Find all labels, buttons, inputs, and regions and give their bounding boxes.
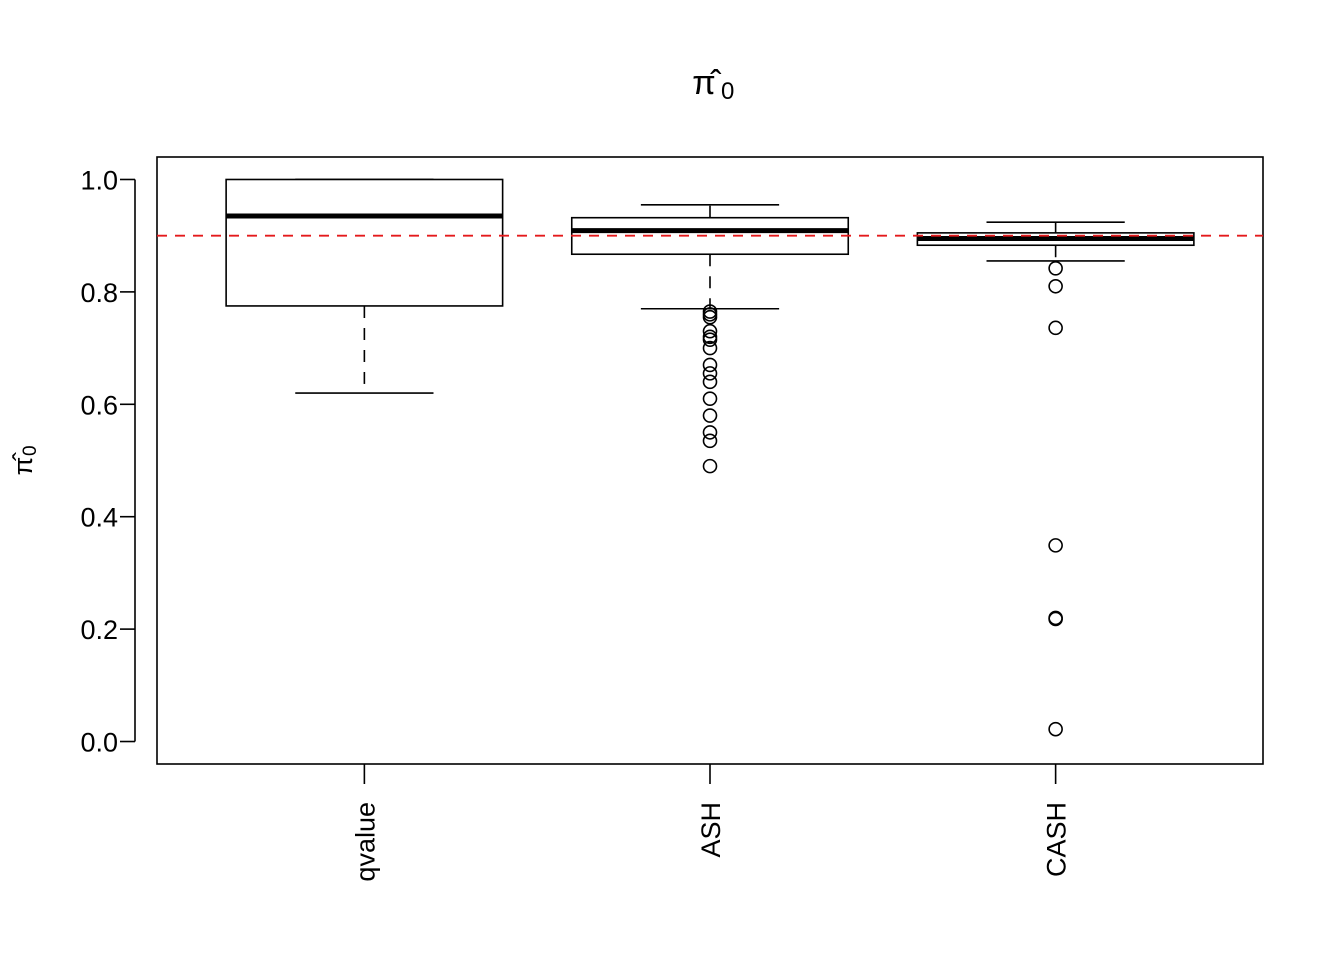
outlier-point — [702, 408, 718, 423]
x-tick-label: CASH — [1042, 802, 1072, 877]
x-tick-label: qvalue — [350, 802, 380, 882]
boxes-layer — [225, 178, 1195, 737]
x-axis: qvalue ASH CASH — [350, 764, 1072, 882]
y-tick-label: 0.8 — [80, 278, 118, 308]
y-axis: 0.0 0.2 0.4 0.6 0.8 1.0 — [80, 165, 136, 758]
outlier-point — [1048, 721, 1063, 737]
outlier-point — [1048, 538, 1063, 553]
outlier-point — [702, 332, 718, 347]
interquartile-box — [225, 178, 504, 307]
chart-title-subscript: 0 — [721, 78, 734, 105]
box-cash — [916, 221, 1195, 737]
outlier-point — [702, 458, 718, 474]
outlier-point — [702, 425, 718, 440]
outlier-point — [702, 391, 718, 406]
outlier-point — [1048, 320, 1063, 336]
x-tick-label: ASH — [696, 802, 726, 858]
y-tick-label: 1.0 — [80, 165, 118, 195]
y-axis-label-symbol: π̂ — [8, 452, 38, 476]
outlier-point — [702, 366, 718, 381]
outlier-point — [702, 374, 718, 390]
y-axis-label-subscript: 0 — [20, 445, 41, 456]
outlier-point — [702, 307, 718, 322]
y-tick-label: 0.4 — [80, 503, 118, 533]
outlier-point — [702, 357, 718, 373]
box-ash — [570, 203, 850, 474]
outlier-point — [1048, 260, 1063, 276]
outlier-point — [702, 340, 718, 356]
box-qvalue — [225, 178, 504, 394]
y-axis-label: π̂ 0 — [8, 445, 41, 475]
interquartile-box — [570, 216, 850, 256]
outlier-point — [1048, 278, 1063, 294]
y-tick-label: 0.0 — [80, 728, 118, 758]
outlier-point — [1048, 611, 1063, 627]
outlier-point — [702, 433, 718, 449]
chart-title-symbol: π̂ — [692, 64, 721, 102]
outlier-point — [702, 309, 718, 325]
outlier-point — [702, 323, 718, 339]
y-tick-label: 0.6 — [80, 390, 118, 420]
y-tick-label: 0.2 — [80, 615, 118, 645]
chart-title: π̂ 0 — [692, 64, 734, 105]
